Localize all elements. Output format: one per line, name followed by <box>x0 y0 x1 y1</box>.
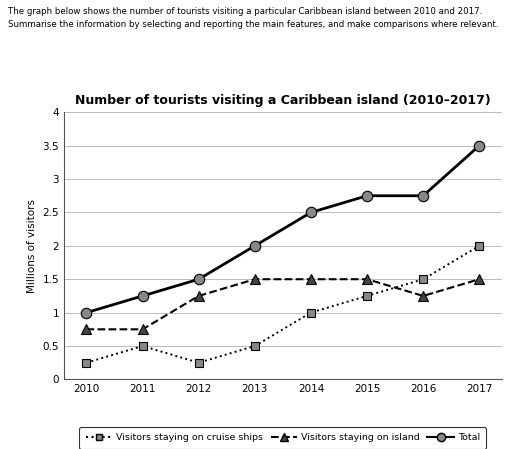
Text: Summarise the information by selecting and reporting the main features, and make: Summarise the information by selecting a… <box>8 20 498 29</box>
Y-axis label: Millions of visitors: Millions of visitors <box>27 199 37 293</box>
Text: The graph below shows the number of tourists visiting a particular Caribbean isl: The graph below shows the number of tour… <box>8 7 482 16</box>
Legend: Visitors staying on cruise ships, Visitors staying on island, Total: Visitors staying on cruise ships, Visito… <box>79 427 486 449</box>
Title: Number of tourists visiting a Caribbean island (2010–2017): Number of tourists visiting a Caribbean … <box>75 94 491 107</box>
